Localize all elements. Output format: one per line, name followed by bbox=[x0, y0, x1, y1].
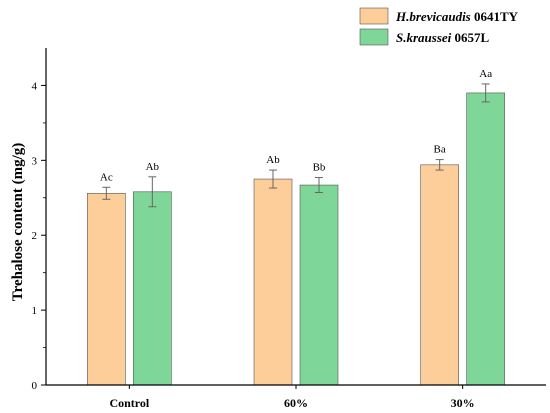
bars-layer bbox=[87, 92, 505, 386]
bar-60%-s0 bbox=[253, 178, 293, 386]
x-tick-label: Control bbox=[109, 396, 149, 410]
significance-label: Ab bbox=[266, 154, 280, 166]
legend-label: H.brevicaudis 0641TY bbox=[395, 9, 519, 24]
significance-label: Aa bbox=[479, 68, 492, 80]
legend: H.brevicaudis 0641TY S.kraussei 0657L bbox=[359, 7, 519, 46]
y-tick-label: 1 bbox=[32, 305, 38, 317]
y-tick-label: 3 bbox=[32, 155, 38, 167]
bar-30%-s1 bbox=[466, 92, 505, 386]
significance-label: Bb bbox=[313, 162, 326, 174]
legend-swatch bbox=[359, 28, 389, 46]
bar-Control-s1 bbox=[133, 191, 172, 386]
axes-layer: Control 60% 30% 0 1 2 3 4 bbox=[32, 48, 546, 410]
bar-Control-s0 bbox=[87, 192, 126, 386]
y-tick-label: 4 bbox=[32, 80, 38, 92]
y-axis-title: Trehalose content (mg/g) bbox=[10, 143, 26, 302]
significance-label: Ab bbox=[146, 161, 160, 173]
y-tick-label: 0 bbox=[32, 380, 38, 392]
x-tick-label: 30% bbox=[451, 396, 475, 410]
y-tick-label: 2 bbox=[32, 230, 38, 242]
significance-label: Ac bbox=[100, 171, 113, 183]
significance-label: Ba bbox=[434, 144, 446, 156]
legend-label: S.kraussei 0657L bbox=[396, 30, 490, 45]
errorbars-layer bbox=[102, 83, 490, 208]
bar-60%-s1 bbox=[299, 184, 339, 386]
data-labels-layer: Ac Ab Ab Bb Ba Aa bbox=[100, 68, 492, 183]
bar-30%-s0 bbox=[420, 164, 459, 386]
legend-swatch bbox=[359, 7, 389, 25]
x-tick-label: 60% bbox=[284, 396, 308, 410]
